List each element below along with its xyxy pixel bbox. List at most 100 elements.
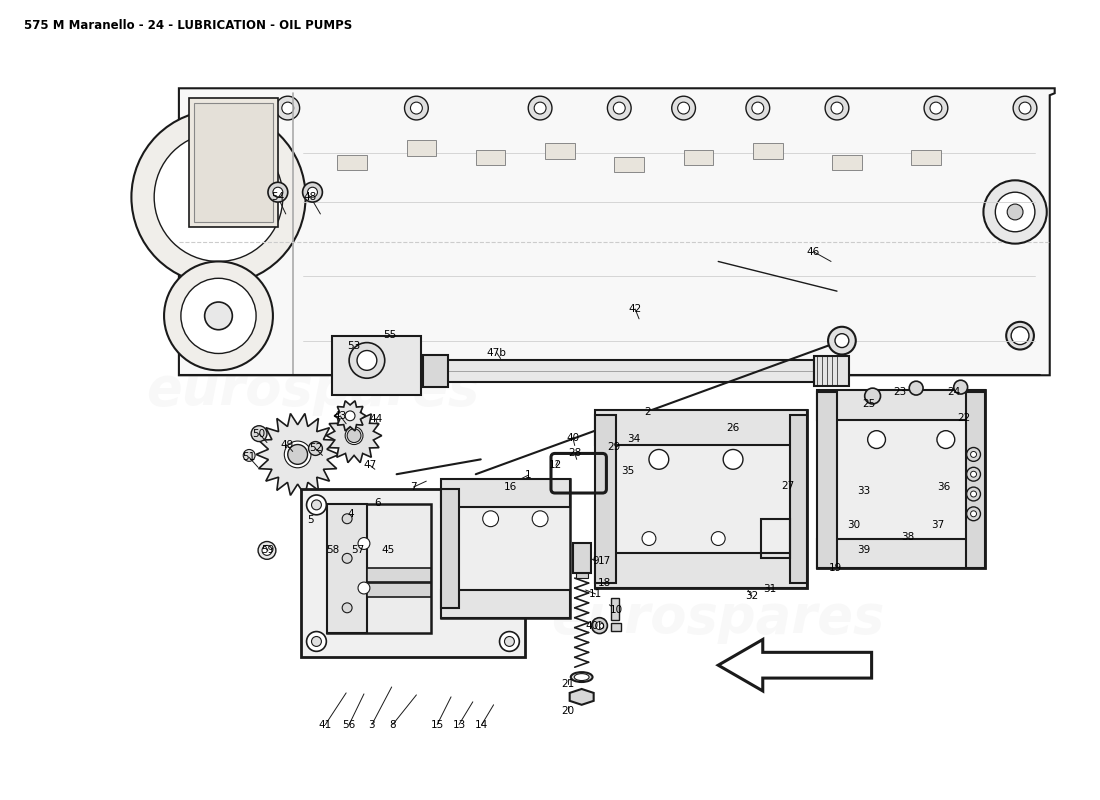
Circle shape xyxy=(205,302,232,330)
Text: eurospares: eurospares xyxy=(146,364,480,416)
Text: 48: 48 xyxy=(304,192,317,202)
Polygon shape xyxy=(695,422,771,496)
Circle shape xyxy=(954,380,968,394)
Circle shape xyxy=(935,429,957,450)
Circle shape xyxy=(262,546,272,555)
Ellipse shape xyxy=(571,672,593,682)
Text: 50: 50 xyxy=(253,429,265,438)
Bar xyxy=(594,410,807,445)
Circle shape xyxy=(499,631,519,651)
Circle shape xyxy=(499,495,519,514)
Ellipse shape xyxy=(302,445,310,450)
Circle shape xyxy=(996,192,1035,232)
Circle shape xyxy=(930,102,942,114)
Bar xyxy=(407,140,437,155)
Circle shape xyxy=(385,546,395,555)
Bar xyxy=(817,392,837,568)
Text: 2: 2 xyxy=(645,407,651,417)
Text: 19: 19 xyxy=(828,563,842,574)
Circle shape xyxy=(284,441,311,468)
Circle shape xyxy=(273,187,283,197)
Circle shape xyxy=(970,451,977,458)
Bar xyxy=(367,568,431,582)
Text: 6: 6 xyxy=(374,498,381,508)
Circle shape xyxy=(835,334,849,347)
Bar xyxy=(424,355,448,387)
Text: 39: 39 xyxy=(857,546,870,555)
Text: 22: 22 xyxy=(957,413,970,423)
Bar xyxy=(966,392,986,568)
Ellipse shape xyxy=(283,450,290,455)
Text: 31: 31 xyxy=(763,584,777,594)
Text: 45: 45 xyxy=(381,546,394,555)
Bar xyxy=(546,142,574,158)
Circle shape xyxy=(355,546,365,555)
Polygon shape xyxy=(441,479,570,618)
Text: 59: 59 xyxy=(262,546,275,555)
Bar xyxy=(791,415,807,583)
Circle shape xyxy=(505,637,515,646)
Circle shape xyxy=(308,442,322,455)
Bar xyxy=(575,570,587,578)
Polygon shape xyxy=(327,409,382,462)
Ellipse shape xyxy=(574,674,590,681)
Polygon shape xyxy=(179,88,1055,375)
Circle shape xyxy=(531,510,550,528)
Bar xyxy=(476,150,506,166)
Circle shape xyxy=(131,110,306,284)
Circle shape xyxy=(164,262,273,370)
Text: 56: 56 xyxy=(342,719,355,730)
Circle shape xyxy=(1013,96,1037,120)
Polygon shape xyxy=(332,336,421,395)
Text: 47b: 47b xyxy=(486,347,506,358)
Circle shape xyxy=(678,102,690,114)
Text: 42: 42 xyxy=(628,304,641,314)
Circle shape xyxy=(358,582,370,594)
Bar xyxy=(441,489,459,608)
Bar xyxy=(614,157,644,172)
Text: 46: 46 xyxy=(806,246,820,257)
Circle shape xyxy=(828,326,856,354)
Circle shape xyxy=(825,96,849,120)
Bar xyxy=(328,504,367,633)
Text: 15: 15 xyxy=(430,719,443,730)
Text: 30: 30 xyxy=(847,520,860,530)
Circle shape xyxy=(970,511,977,517)
Text: 12: 12 xyxy=(549,460,562,470)
Bar xyxy=(367,583,431,597)
Circle shape xyxy=(405,96,428,120)
Circle shape xyxy=(505,500,515,510)
Bar xyxy=(612,598,619,620)
Bar xyxy=(441,590,570,618)
Polygon shape xyxy=(341,522,387,565)
Circle shape xyxy=(647,447,671,471)
Bar xyxy=(832,154,861,170)
Text: 1: 1 xyxy=(525,470,531,480)
Ellipse shape xyxy=(1011,326,1028,345)
Text: 3: 3 xyxy=(368,719,375,730)
Text: 11: 11 xyxy=(588,589,602,599)
Text: 55: 55 xyxy=(383,330,396,340)
Circle shape xyxy=(712,532,725,546)
Text: 23: 23 xyxy=(893,387,906,397)
Ellipse shape xyxy=(279,445,286,450)
Circle shape xyxy=(752,102,763,114)
Polygon shape xyxy=(334,401,366,431)
Text: 5: 5 xyxy=(307,514,314,525)
Circle shape xyxy=(197,175,240,219)
Bar xyxy=(683,150,713,166)
Text: 35: 35 xyxy=(621,466,635,476)
Circle shape xyxy=(276,96,299,120)
Text: 25: 25 xyxy=(862,399,876,409)
Circle shape xyxy=(970,491,977,497)
Text: eurospares: eurospares xyxy=(551,592,884,644)
Circle shape xyxy=(410,102,422,114)
Bar xyxy=(189,98,278,227)
Bar xyxy=(424,361,814,382)
Circle shape xyxy=(328,546,338,555)
Text: 16: 16 xyxy=(504,482,517,492)
Polygon shape xyxy=(328,504,431,633)
Ellipse shape xyxy=(295,445,302,450)
Circle shape xyxy=(983,180,1047,244)
Text: 37: 37 xyxy=(932,520,945,530)
